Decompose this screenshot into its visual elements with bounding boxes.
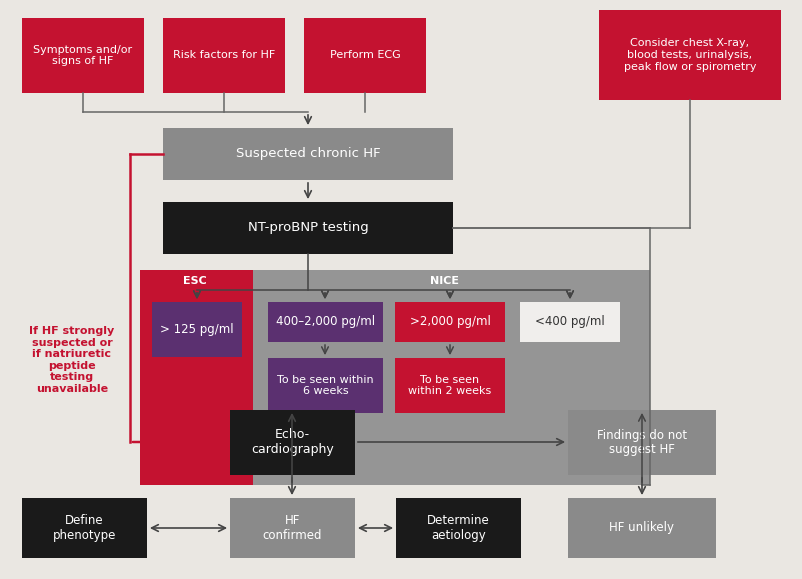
Text: If HF strongly
suspected or
if natriuretic
peptide
testing
unavailable: If HF strongly suspected or if natriuret… xyxy=(30,326,115,394)
Text: NICE: NICE xyxy=(430,276,459,286)
Bar xyxy=(395,302,504,342)
Bar xyxy=(520,302,619,342)
Text: > 125 pg/ml: > 125 pg/ml xyxy=(160,323,233,336)
Text: >2,000 pg/ml: >2,000 pg/ml xyxy=(409,316,490,328)
Bar xyxy=(140,270,649,485)
Text: Determine
aetiology: Determine aetiology xyxy=(427,514,489,542)
Text: HF unlikely: HF unlikely xyxy=(609,522,674,534)
Text: ESC: ESC xyxy=(183,276,207,286)
Bar xyxy=(567,410,715,475)
Text: To be seen within
6 weeks: To be seen within 6 weeks xyxy=(277,375,374,396)
Bar xyxy=(163,202,452,254)
Bar xyxy=(567,498,715,558)
Text: Symptoms and/or
signs of HF: Symptoms and/or signs of HF xyxy=(34,45,132,67)
Bar xyxy=(140,270,253,485)
Bar xyxy=(395,358,504,413)
Bar xyxy=(395,498,520,558)
Text: Consider chest X-ray,
blood tests, urinalysis,
peak flow or spirometry: Consider chest X-ray, blood tests, urina… xyxy=(623,38,755,72)
Text: HF
confirmed: HF confirmed xyxy=(262,514,322,542)
Text: Risk factors for HF: Risk factors for HF xyxy=(172,50,275,60)
Bar xyxy=(598,10,780,100)
Bar xyxy=(268,302,383,342)
Bar xyxy=(22,18,144,93)
Bar xyxy=(163,18,285,93)
Bar xyxy=(163,128,452,180)
Text: Define
phenotype: Define phenotype xyxy=(53,514,116,542)
Bar xyxy=(22,498,147,558)
Text: Findings do not
suggest HF: Findings do not suggest HF xyxy=(596,428,687,456)
Bar xyxy=(152,302,241,357)
Text: Suspected chronic HF: Suspected chronic HF xyxy=(236,148,380,160)
Text: Perform ECG: Perform ECG xyxy=(329,50,400,60)
Bar xyxy=(268,358,383,413)
Text: To be seen
within 2 weeks: To be seen within 2 weeks xyxy=(408,375,491,396)
Text: NT-proBNP testing: NT-proBNP testing xyxy=(247,222,368,234)
Bar xyxy=(229,410,354,475)
Text: Echo-
cardiography: Echo- cardiography xyxy=(251,428,334,456)
Text: <400 pg/ml: <400 pg/ml xyxy=(534,316,604,328)
Text: 400–2,000 pg/ml: 400–2,000 pg/ml xyxy=(276,316,375,328)
Bar xyxy=(304,18,426,93)
Bar xyxy=(229,498,354,558)
